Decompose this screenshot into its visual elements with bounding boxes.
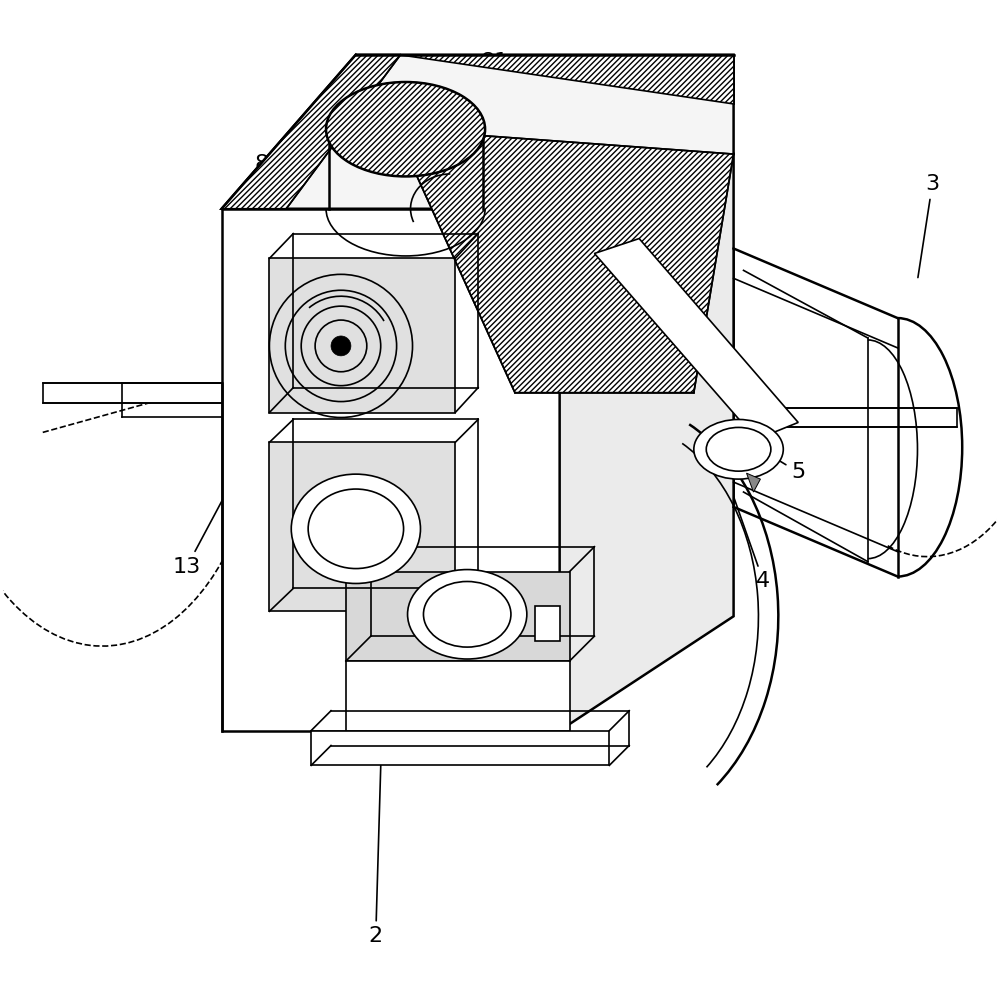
Text: 81: 81 xyxy=(470,52,509,728)
Polygon shape xyxy=(401,55,734,104)
Ellipse shape xyxy=(694,419,783,479)
Text: 13: 13 xyxy=(173,345,305,577)
Ellipse shape xyxy=(308,489,404,569)
Polygon shape xyxy=(346,661,570,731)
Text: 3: 3 xyxy=(918,174,939,277)
Polygon shape xyxy=(269,442,455,611)
Polygon shape xyxy=(269,258,455,413)
Ellipse shape xyxy=(326,83,485,177)
Polygon shape xyxy=(550,408,957,427)
Text: 8: 8 xyxy=(254,154,291,593)
Polygon shape xyxy=(222,55,734,209)
Polygon shape xyxy=(222,209,560,731)
Polygon shape xyxy=(346,572,570,661)
Ellipse shape xyxy=(408,570,527,659)
Polygon shape xyxy=(396,129,734,393)
Text: 5: 5 xyxy=(763,450,805,482)
Ellipse shape xyxy=(706,427,771,471)
Circle shape xyxy=(331,336,351,356)
Polygon shape xyxy=(222,55,401,209)
Ellipse shape xyxy=(423,581,511,647)
Polygon shape xyxy=(594,239,798,439)
Polygon shape xyxy=(747,473,760,492)
Polygon shape xyxy=(311,731,609,765)
Text: 4: 4 xyxy=(700,401,770,591)
Text: 2: 2 xyxy=(369,92,401,946)
Polygon shape xyxy=(535,606,560,641)
Polygon shape xyxy=(560,154,734,731)
Ellipse shape xyxy=(291,474,420,583)
Polygon shape xyxy=(43,383,237,403)
Text: 6: 6 xyxy=(225,296,335,661)
